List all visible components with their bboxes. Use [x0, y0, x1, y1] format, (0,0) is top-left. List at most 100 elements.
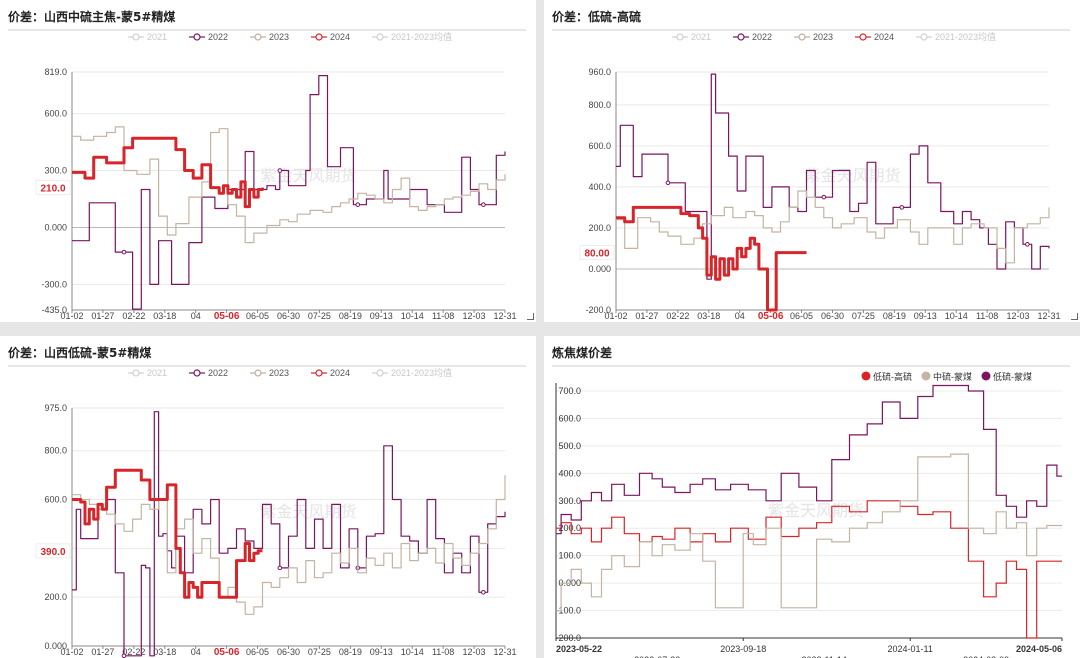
y-tick-label: -300.0	[41, 279, 67, 289]
legend-label-2022: 2022	[752, 32, 772, 42]
x-tick-label: 03-18	[153, 647, 176, 657]
legend-marker-2023	[254, 369, 262, 377]
series-line-2022	[72, 75, 506, 310]
legend-marker-2021	[132, 33, 140, 41]
series-line-2024	[72, 468, 263, 599]
legend-marker-低硫-高硫	[861, 371, 871, 381]
y-tick-label: 0.000	[44, 641, 67, 651]
series-marker-2022	[121, 249, 127, 255]
x-tick-label: 10-14	[401, 647, 424, 657]
y-tick-label: 100.0	[558, 551, 581, 561]
series-marker-2022	[277, 168, 283, 173]
legend-marker-2021-2023均值	[376, 369, 384, 377]
watermark: 紫金天风期货	[804, 167, 900, 185]
x-tick-label: 11-08	[976, 311, 998, 321]
panel-bottom-left: 价差：山西低硫-蒙5#精煤 2021 2022 2023 2024 2021-2023均…	[0, 336, 536, 658]
chart-area: 2021 2022 2023 2024 2021-2023均值 975.0 800.0 600…	[8, 365, 526, 658]
series-line-2023	[72, 475, 506, 615]
panel-bottom-right: 炼焦煤价差 低硫-高硫 中硫-蒙煤 低硫-蒙煤 700.0 600.0 500.0 400.…	[544, 336, 1080, 658]
y-tick-label: 975.0	[44, 403, 67, 413]
series-line-2022	[72, 411, 506, 657]
y-tick-label: 300.0	[44, 166, 67, 176]
legend-label-中硫-蒙煤: 中硫-蒙煤	[933, 371, 972, 382]
legend-marker-低硫-蒙煤	[981, 371, 991, 381]
panel-title: 炼焦煤价差	[552, 346, 613, 360]
legend-marker-2021	[676, 33, 684, 41]
y-tick-label: 300.0	[558, 496, 581, 506]
watermark: 紫金天风期货	[260, 503, 356, 521]
series-line-中硫-蒙煤	[556, 453, 1062, 612]
chart-area: 2021 2022 2023 2024 2021-2023均值 819.0 600.0 300…	[8, 29, 526, 322]
x-tick-label: 02-22	[666, 311, 689, 321]
resize-handle[interactable]	[527, 313, 534, 320]
y-tick-label: 200.0	[588, 223, 611, 233]
y-tick-label: 400.0	[588, 182, 611, 192]
legend-marker-2021-2023均值	[376, 33, 384, 41]
x-tick-label: 08-19	[883, 311, 906, 321]
y-tick-label: 819.0	[44, 67, 67, 77]
current-value-box	[579, 245, 615, 261]
series-marker-2022	[899, 205, 905, 210]
y-tick-label: 200.0	[44, 592, 67, 602]
x-tick-label: 03-18	[153, 311, 176, 321]
y-tick-label: 400.0	[558, 468, 581, 478]
panel-title: 价差：低硫-高硫	[552, 10, 641, 24]
series-marker-2022	[121, 653, 127, 658]
legend-label-2024: 2024	[874, 32, 894, 42]
legend-label-低硫-蒙煤: 低硫-蒙煤	[993, 371, 1032, 382]
x-tick-label: 07-25	[308, 647, 331, 657]
legend-label-2021-2023均值: 2021-2023均值	[935, 31, 996, 42]
x-tick-label: 01-02	[60, 311, 83, 321]
legend-marker-2022	[737, 33, 745, 41]
x-tick-label: 06-30	[277, 647, 300, 657]
resize-handle[interactable]	[1071, 313, 1078, 320]
x-tick-label: 2023-11-14	[801, 655, 846, 658]
series-marker-2022	[821, 194, 827, 200]
x-tick-label: 04	[191, 647, 201, 657]
x-tick-label: 11-08	[432, 311, 454, 321]
panel-title: 价差：山西中硫主焦-蒙5#精煤	[8, 10, 176, 24]
chart-area: 低硫-高硫 中硫-蒙煤 低硫-蒙煤 700.0 600.0 500.0 400.0 300.0…	[552, 365, 1070, 658]
y-tick-label: 600.0	[558, 413, 581, 423]
legend-marker-2023	[798, 33, 806, 41]
x-tick-label: 2023-09-18	[720, 644, 766, 654]
y-tick-label: -100.0	[555, 606, 581, 616]
legend-marker-2024	[859, 33, 867, 41]
current-value-label: 390.0	[40, 547, 65, 558]
legend-label-2024: 2024	[330, 32, 350, 42]
x-tick-label: 08-19	[339, 647, 362, 657]
x-tick-label: 06-30	[277, 311, 300, 321]
x-tick-label: 12-31	[1037, 311, 1060, 321]
panel-title: 价差：山西低硫-蒙5#精煤	[8, 346, 152, 360]
x-tick-label: 12-03	[463, 311, 486, 321]
series-line-2023	[72, 126, 506, 244]
x-tick-label: 02-22	[122, 647, 145, 657]
x-tick-label: 09-13	[914, 311, 937, 321]
legend-marker-中硫-蒙煤	[921, 371, 931, 381]
x-tick-label: 2024-01-11	[888, 644, 933, 654]
watermark: 紫金天风期货	[260, 167, 356, 185]
x-tick-label: 12-31	[493, 647, 516, 657]
legend-marker-2022	[193, 369, 201, 377]
legend-label-2021: 2021	[147, 32, 167, 42]
legend-marker-2021	[132, 369, 140, 377]
series-marker-2022	[481, 202, 486, 207]
x-tick-label: 12-03	[463, 647, 486, 657]
series-marker-2022	[277, 565, 283, 571]
y-tick-label: 800.0	[44, 446, 67, 456]
legend-label-2021: 2021	[691, 32, 711, 42]
legend-marker-2021-2023均值	[920, 33, 928, 41]
series-line-2024	[616, 205, 807, 312]
chart-area: 2021 2022 2023 2024 2021-2023均值 960.0 800.0 600…	[552, 29, 1070, 322]
panel-top-left: 价差：山西中硫主焦-蒙5#精煤 2021 2022 2023 2024 2021-202…	[0, 0, 536, 322]
x-tick-label: 01-02	[604, 311, 627, 321]
series-line-低硫-高硫	[556, 500, 1062, 639]
x-tick-label: 2024-03-09	[963, 655, 1009, 658]
y-tick-label: 0.000	[44, 222, 67, 232]
x-tick-label: 05-06	[214, 311, 240, 322]
current-value-label: 210.0	[40, 184, 65, 195]
x-tick-label: 2024-05-06	[1016, 644, 1062, 654]
series-line-低硫-蒙煤	[556, 384, 1062, 535]
x-tick-label: 01-02	[60, 647, 83, 657]
legend-label-2021-2023均值: 2021-2023均值	[391, 367, 452, 378]
